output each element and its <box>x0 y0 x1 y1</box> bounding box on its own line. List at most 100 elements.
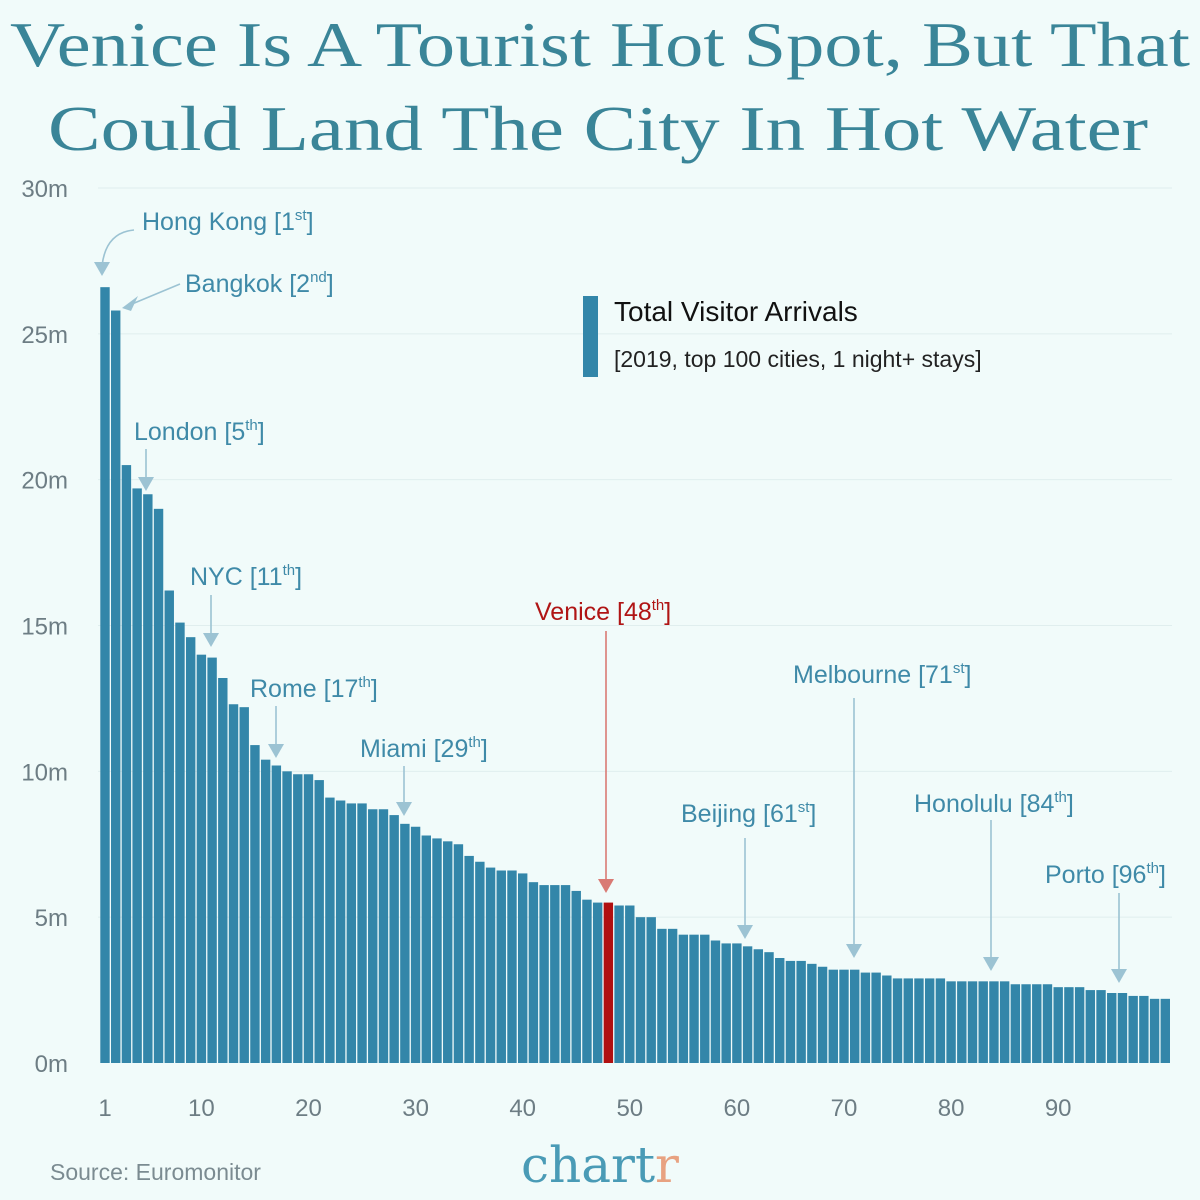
annotation-london: London [5th] <box>134 417 265 491</box>
bar <box>293 774 303 1063</box>
bar <box>1010 984 1021 1063</box>
arrow-head-icon <box>203 633 219 647</box>
bar <box>732 943 742 1063</box>
bar <box>485 867 496 1063</box>
legend-swatch <box>583 296 598 377</box>
bar <box>400 823 410 1063</box>
annotation-rome: Rome [17th] <box>250 674 378 758</box>
bar <box>453 844 464 1063</box>
bar <box>764 952 774 1063</box>
annotation-city: Melbourne [71 <box>793 661 953 689</box>
bar <box>100 287 110 1064</box>
bar <box>378 809 389 1063</box>
bar <box>817 966 828 1063</box>
bar <box>796 960 806 1063</box>
arrow-head-icon <box>94 262 110 276</box>
annotation-city: London [5 <box>134 418 245 446</box>
bar <box>625 905 635 1063</box>
y-tick-label: 20m <box>21 468 68 495</box>
bar <box>550 885 560 1063</box>
bar <box>314 780 324 1063</box>
annotation-miami: Miami [29th] <box>360 734 488 816</box>
bar <box>218 678 228 1063</box>
annotation-city: Rome [17 <box>250 675 358 703</box>
annotation-ordinal-suffix: th <box>245 417 258 434</box>
annotation-venice: Venice [48th] <box>535 597 671 893</box>
bar <box>507 870 517 1063</box>
bar <box>828 969 838 1063</box>
bar <box>989 981 999 1063</box>
annotation-bracket: ] <box>664 598 671 626</box>
annotation-bracket: ] <box>327 270 334 298</box>
y-tick-label: 15m <box>21 614 68 641</box>
bar <box>271 765 282 1063</box>
annotation-arrow-line <box>101 229 135 267</box>
bar <box>1085 990 1096 1063</box>
chart-title-line1: Venice Is A Tourist Hot Spot, But That <box>10 9 1190 80</box>
bar <box>121 465 132 1063</box>
bar <box>175 622 185 1063</box>
bar <box>1160 998 1170 1063</box>
bar <box>464 855 474 1063</box>
y-tick-label: 0m <box>35 1051 68 1078</box>
arrow-head-icon <box>846 944 862 958</box>
bar <box>807 963 817 1063</box>
annotation-honolulu: Honolulu [84th] <box>914 789 1074 971</box>
bar <box>957 981 967 1063</box>
bar <box>1021 984 1031 1063</box>
annotation-label: Melbourne [71st] <box>793 660 971 689</box>
annotation-label: Venice [48th] <box>535 597 671 626</box>
bar <box>1053 987 1063 1063</box>
bar <box>646 917 656 1063</box>
bar <box>882 975 892 1063</box>
bar <box>689 934 699 1063</box>
annotation-ordinal-suffix: th <box>1054 789 1067 806</box>
annotation-ordinal-suffix: st <box>295 207 308 224</box>
bar <box>432 838 442 1063</box>
bar <box>1064 987 1074 1063</box>
bar <box>667 928 678 1063</box>
bar <box>903 978 913 1063</box>
bar <box>260 759 271 1063</box>
bar <box>571 890 581 1063</box>
annotations: Hong Kong [1st]Bangkok [2nd]London [5th]… <box>94 207 1166 983</box>
bar <box>250 745 260 1063</box>
bar <box>335 800 346 1063</box>
x-tick-label: 50 <box>616 1095 643 1122</box>
bar <box>1107 993 1117 1063</box>
arrow-head-icon <box>122 296 138 311</box>
bar <box>282 771 292 1063</box>
x-tick-label: 30 <box>402 1095 429 1122</box>
annotation-bracket: ] <box>965 661 972 689</box>
bar <box>475 861 485 1063</box>
arrow-head-icon <box>268 744 284 758</box>
bar <box>1117 993 1128 1063</box>
annotation-ordinal-suffix: th <box>1146 860 1159 877</box>
annotation-nyc: NYC [11th] <box>190 562 302 647</box>
bar <box>207 657 217 1063</box>
bar <box>839 969 849 1063</box>
y-axis: 0m 5m 10m 15m 20m 25m 30m <box>21 176 68 1078</box>
annotation-bangkok: Bangkok [2nd] <box>122 269 334 311</box>
annotation-hong-kong: Hong Kong [1st] <box>94 207 314 276</box>
annotation-label: Rome [17th] <box>250 674 378 703</box>
y-tick-label: 5m <box>35 905 68 932</box>
bar <box>196 654 207 1063</box>
annotation-city: NYC [11 <box>190 563 283 591</box>
bar <box>635 917 646 1063</box>
bar <box>1042 984 1053 1063</box>
bar <box>1139 995 1149 1063</box>
bar <box>303 774 314 1063</box>
annotation-ordinal-suffix: nd <box>310 269 327 286</box>
annotation-bracket: ] <box>1067 790 1074 818</box>
bar <box>999 981 1010 1063</box>
annotation-bracket: ] <box>307 208 314 236</box>
bar <box>614 905 624 1063</box>
bar <box>1032 984 1042 1063</box>
y-tick-label: 25m <box>21 322 68 349</box>
annotation-label: Miami [29th] <box>360 734 488 763</box>
bar <box>410 826 421 1063</box>
bar <box>153 508 164 1063</box>
annotation-city: Porto [96 <box>1045 861 1146 889</box>
